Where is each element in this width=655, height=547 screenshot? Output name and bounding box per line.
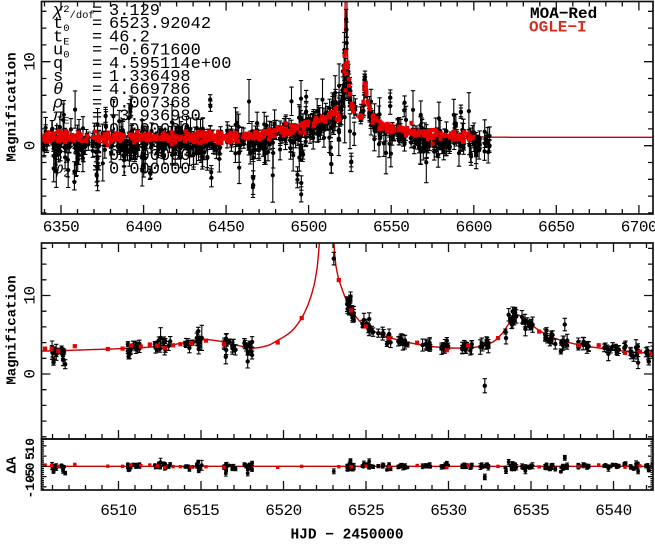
svg-text:6450: 6450 — [208, 219, 244, 237]
svg-text:6600: 6600 — [456, 219, 492, 237]
svg-text:0: 0 — [23, 462, 38, 470]
svg-text:6540: 6540 — [595, 502, 631, 520]
svg-text:6515: 6515 — [183, 502, 219, 520]
svg-text:Magnification: Magnification — [5, 52, 21, 161]
svg-text:6530: 6530 — [430, 502, 466, 520]
svg-text:6550: 6550 — [373, 219, 409, 237]
svg-text:10: 10 — [22, 53, 40, 71]
svg-text:6650: 6650 — [538, 219, 574, 237]
svg-text:6510: 6510 — [100, 502, 136, 520]
svg-text:6535: 6535 — [513, 502, 549, 520]
svg-text:6500: 6500 — [290, 219, 326, 237]
svg-text:OGLE−I: OGLE−I — [529, 18, 587, 36]
svg-text:10: 10 — [23, 438, 38, 454]
svg-text:6520: 6520 — [265, 502, 301, 520]
svg-text:6400: 6400 — [125, 219, 161, 237]
svg-text:0: 0 — [22, 369, 40, 378]
svg-text:6525: 6525 — [348, 502, 384, 520]
svg-text:HJD − 2450000: HJD − 2450000 — [290, 528, 403, 543]
svg-text:ΔA: ΔA — [5, 456, 21, 473]
svg-text:10: 10 — [22, 286, 40, 304]
svg-text:6700: 6700 — [621, 219, 655, 237]
svg-text:Magnification: Magnification — [5, 275, 21, 384]
svg-text:6350: 6350 — [43, 219, 79, 237]
svg-text:0: 0 — [22, 141, 40, 150]
